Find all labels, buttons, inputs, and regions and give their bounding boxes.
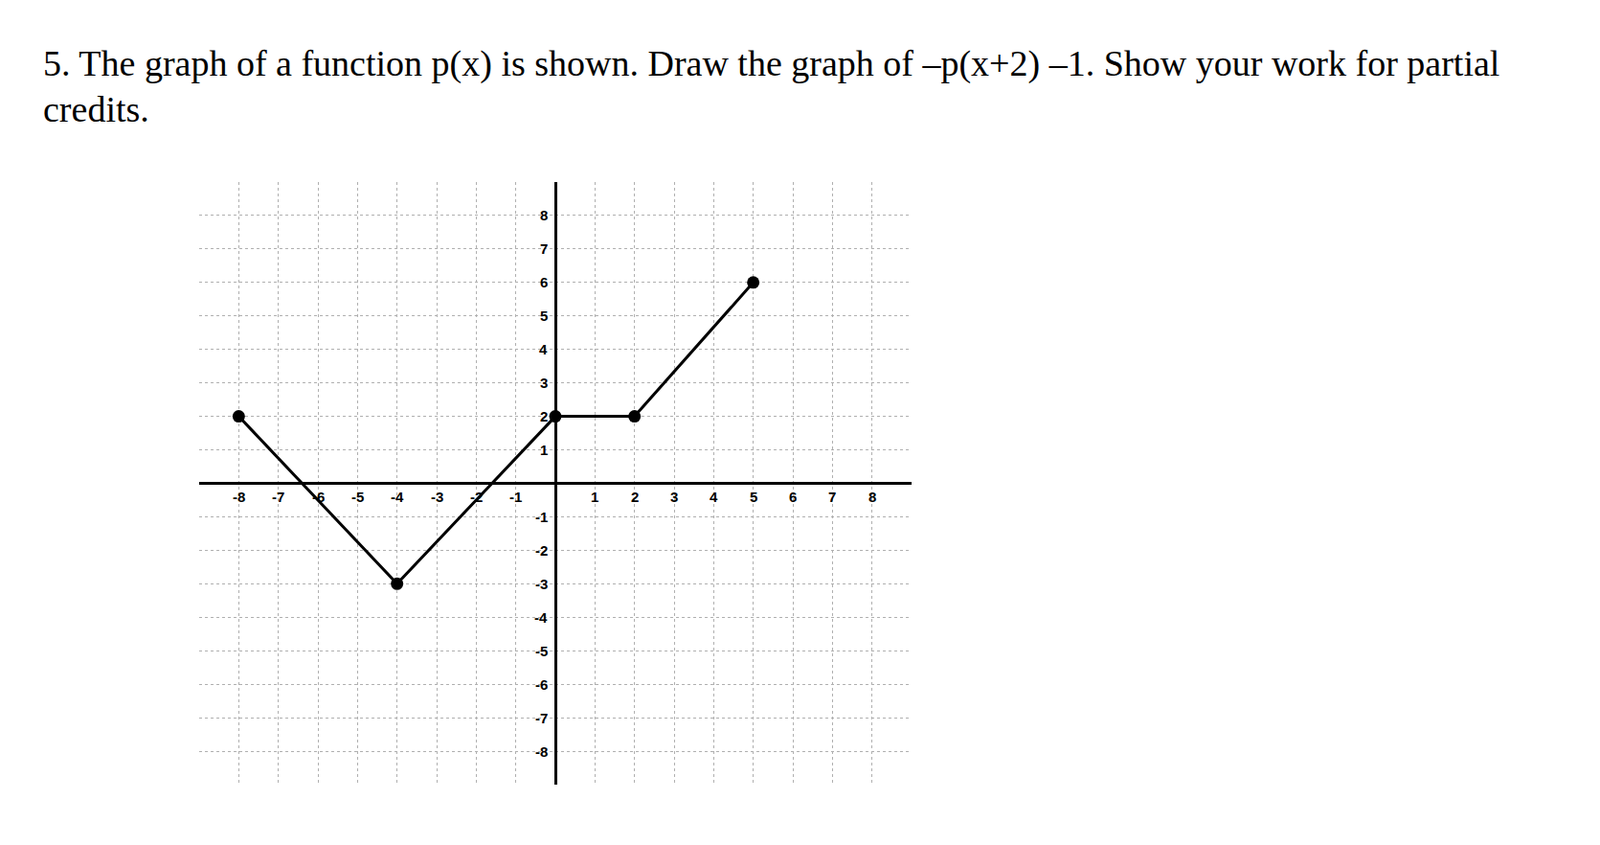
svg-text:-7: -7 — [271, 488, 285, 505]
svg-text:-5: -5 — [535, 642, 548, 659]
svg-text:7: 7 — [828, 488, 836, 505]
svg-text:-2: -2 — [470, 488, 483, 505]
svg-text:4: 4 — [539, 340, 548, 358]
svg-text:-2: -2 — [535, 541, 548, 559]
svg-text:7: 7 — [540, 240, 548, 257]
svg-text:6: 6 — [540, 273, 548, 291]
svg-text:8: 8 — [868, 488, 877, 505]
svg-text:-4: -4 — [390, 488, 405, 505]
html-text:5. The graph of a function p(x: 5. The graph of a function p(x) is shown… — [43, 43, 1500, 130]
svg-text:3: 3 — [670, 488, 678, 505]
svg-text:-6: -6 — [312, 488, 325, 505]
svg-text:4: 4 — [709, 488, 719, 505]
svg-text:-8: -8 — [232, 488, 246, 505]
svg-text:6: 6 — [788, 488, 797, 505]
svg-text:-7: -7 — [535, 709, 548, 726]
svg-text:3: 3 — [540, 374, 548, 391]
svg-text:-1: -1 — [535, 508, 548, 525]
svg-text:2: 2 — [630, 488, 639, 505]
svg-text:5: 5 — [749, 488, 758, 505]
svg-text:-4: -4 — [534, 608, 548, 626]
svg-text:1: 1 — [540, 441, 548, 458]
svg-text:5: 5 — [540, 307, 548, 324]
svg-text:-3: -3 — [535, 575, 548, 592]
svg-text:-6: -6 — [535, 676, 548, 693]
svg-text:-1: -1 — [509, 488, 522, 505]
svg-text:-8: -8 — [535, 743, 548, 760]
svg-text:2: 2 — [540, 407, 548, 425]
svg-text:8: 8 — [540, 206, 548, 224]
svg-text:-5: -5 — [351, 488, 364, 505]
svg-text:1: 1 — [590, 488, 599, 505]
svg-text:-3: -3 — [430, 488, 444, 505]
